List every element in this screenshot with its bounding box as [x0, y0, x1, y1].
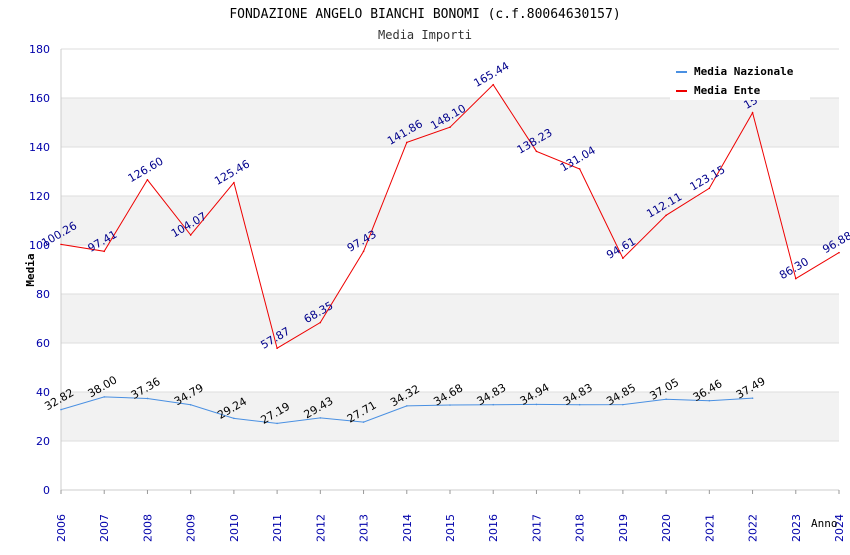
x-tick-label: 2017: [530, 514, 543, 542]
data-point: [708, 187, 711, 190]
data-point: [708, 399, 711, 402]
y-tick-label: 120: [29, 190, 50, 203]
y-tick-label: 60: [36, 337, 50, 350]
axes: [60, 49, 840, 494]
data-label: 165.44: [472, 59, 512, 90]
x-tick-label: 2014: [401, 514, 414, 542]
y-tick-label: 80: [36, 288, 50, 301]
data-point: [103, 250, 106, 253]
x-tick-labels: 2006 2007 2008 2009 2010 2011 2012 2013 2014 2015…: [55, 514, 846, 542]
data-point: [146, 397, 149, 400]
x-tick-label: 2020: [660, 514, 673, 542]
data-point: [622, 257, 624, 260]
data-label: 125.46: [212, 157, 252, 188]
y-tick-label: 20: [36, 435, 50, 448]
x-tick-label: 2008: [141, 514, 154, 542]
chart-title: FONDAZIONE ANGELO BIANCHI BONOMI (c.f.80…: [229, 7, 620, 22]
data-point: [449, 126, 451, 128]
data-point: [449, 404, 451, 406]
data-point: [60, 243, 62, 246]
data-point: [665, 398, 667, 401]
legend-label-media-ente: Media Ente: [694, 84, 761, 97]
data-point: [751, 397, 754, 399]
data-point: [233, 417, 235, 420]
y-tick-label: 140: [29, 141, 50, 154]
x-tick-label: 2011: [271, 514, 284, 542]
x-tick-label: 2012: [314, 514, 327, 542]
y-tick-label: 40: [36, 386, 50, 399]
x-tick-label: 2021: [703, 514, 716, 542]
data-point: [492, 403, 495, 406]
x-tick-label: 2024: [833, 514, 846, 542]
plot-band: [61, 98, 839, 147]
legend: Media Nazionale Media Ente: [670, 58, 810, 100]
x-tick-label: 2018: [574, 514, 587, 542]
grid-lines: [61, 48, 839, 442]
x-tick-label: 2015: [444, 514, 457, 542]
data-point: [405, 405, 408, 407]
data-point: [622, 403, 624, 406]
legend-background: [670, 58, 810, 100]
data-point: [276, 422, 278, 425]
data-point: [319, 417, 322, 419]
data-label: 126.60: [126, 155, 166, 186]
data-point: [319, 321, 322, 324]
data-point: [189, 403, 192, 406]
plot-band: [61, 294, 839, 343]
legend-label-media-nazionale: Media Nazionale: [694, 65, 794, 78]
data-point: [276, 347, 278, 350]
y-tick-label: 100: [29, 239, 50, 252]
data-label: 86.30: [777, 255, 811, 282]
x-tick-label: 2006: [55, 514, 68, 542]
data-point: [535, 403, 538, 406]
series-lines: [60, 83, 840, 425]
data-point: [535, 150, 538, 153]
y-tick-label: 180: [29, 43, 50, 56]
data-point: [578, 168, 581, 170]
data-point: [146, 179, 149, 181]
plot-band: [61, 196, 839, 245]
data-point: [189, 234, 192, 236]
x-tick-label: 2022: [747, 514, 760, 542]
y-tick-label: 0: [43, 484, 50, 497]
data-point: [578, 403, 581, 406]
y-tick-label: 160: [29, 92, 50, 105]
data-point: [362, 421, 365, 423]
x-axis-label: Anno: [811, 517, 838, 530]
data-point: [838, 251, 840, 254]
data-point: [362, 250, 365, 253]
data-point: [665, 214, 667, 217]
x-tick-label: 2019: [617, 514, 630, 542]
y-tick-labels: 0 20 40 60 80 100 120 140 160 180: [29, 43, 50, 497]
x-tick-label: 2023: [790, 514, 803, 542]
data-point: [751, 111, 754, 114]
y-axis-label: Media: [24, 253, 37, 286]
data-point: [405, 141, 408, 144]
data-point: [60, 408, 62, 411]
chart-subtitle: Media Importi: [378, 28, 472, 42]
x-tick-label: 2010: [228, 514, 241, 542]
x-tick-label: 2013: [358, 514, 371, 542]
data-point: [233, 181, 235, 184]
data-point: [103, 396, 106, 398]
data-point: [794, 277, 797, 280]
data-point: [492, 83, 495, 86]
data-label: 131.04: [558, 144, 598, 175]
x-tick-label: 2007: [98, 514, 111, 542]
x-tick-label: 2016: [487, 514, 500, 542]
x-tick-label: 2009: [185, 514, 198, 542]
